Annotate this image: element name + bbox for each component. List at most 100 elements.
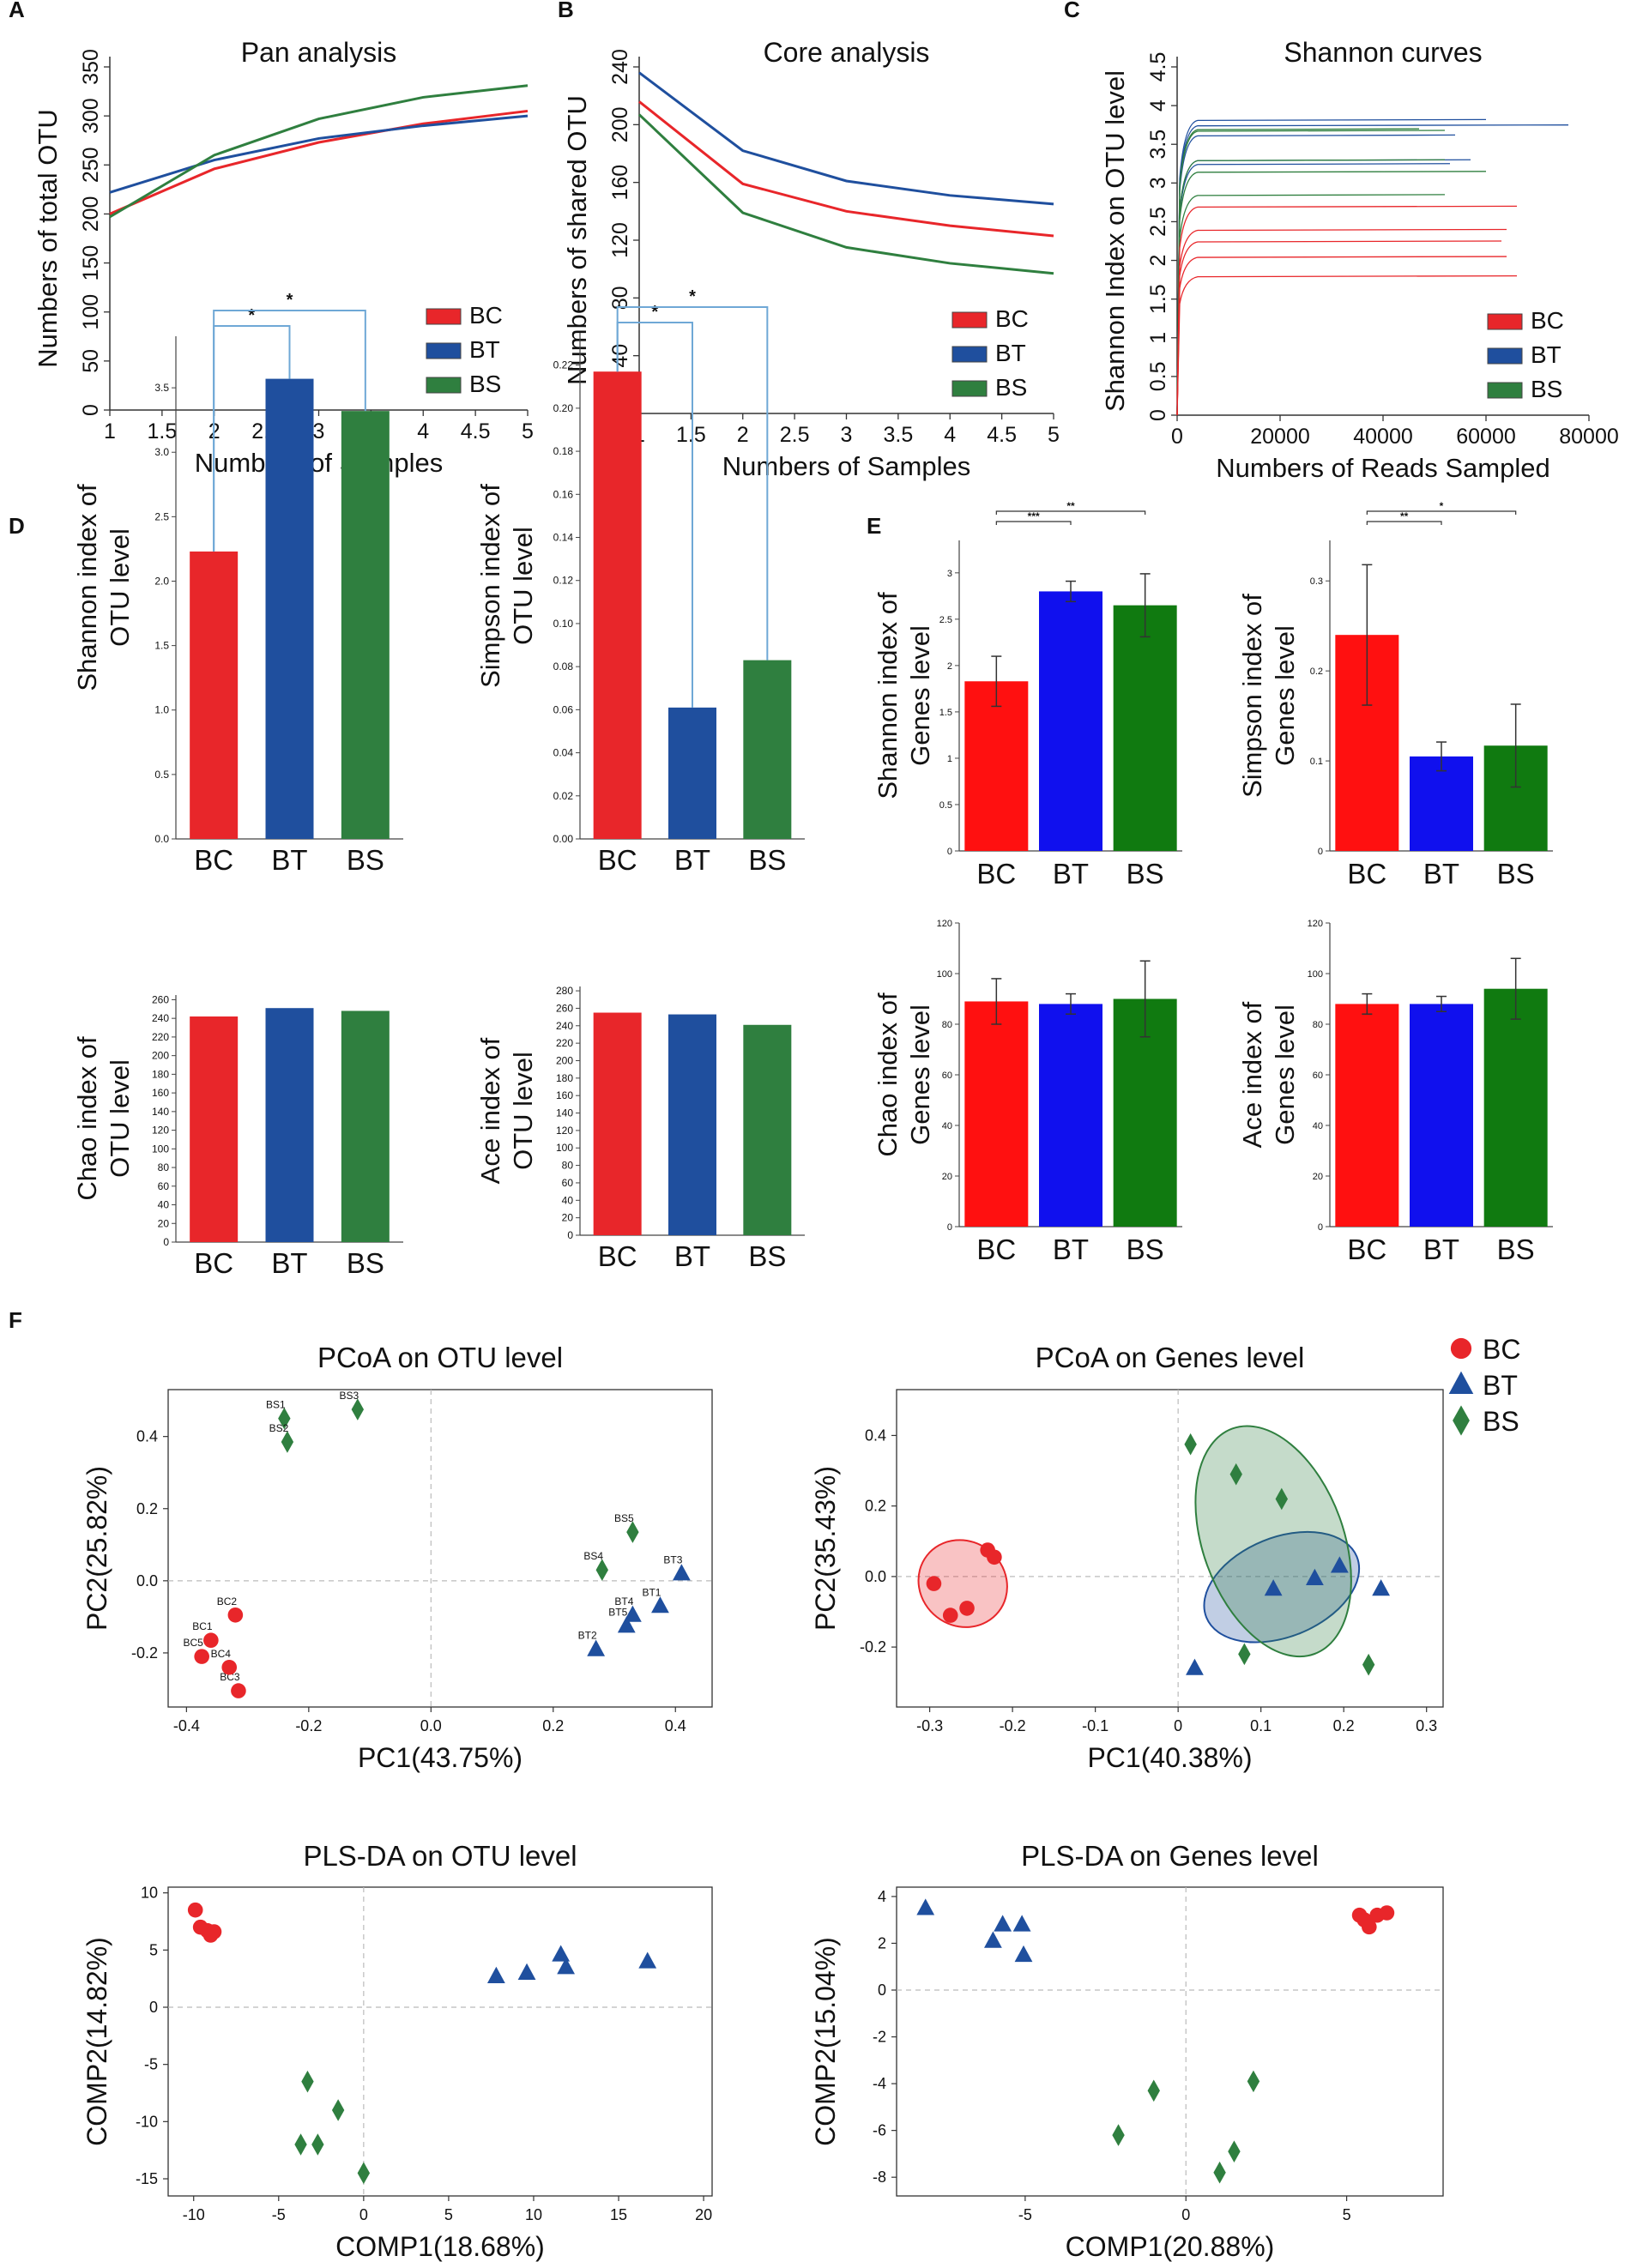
point-BT	[994, 1915, 1012, 1932]
legend-swatch-BT	[1487, 347, 1523, 365]
y-tick-label: -0.2	[131, 1644, 158, 1662]
point-BT	[1448, 1371, 1474, 1394]
y-tick-label: 2.5	[1146, 207, 1170, 237]
legend-label-BT: BT	[1483, 1370, 1518, 1401]
point-label: BT4	[614, 1595, 633, 1608]
point-BC	[194, 1649, 209, 1664]
scatter-plsda-otu: PLS-DA on OTU level -10 -5 0 5 10 15 20 -15 -10 -5…	[82, 1840, 713, 2262]
x-category-label-BT: BT	[1423, 858, 1459, 890]
x-axis-label: Numbers of Samples	[195, 448, 443, 478]
significance-star: *	[248, 306, 255, 325]
y-tick-label: 0.00	[553, 833, 574, 845]
legend-label-BS: BS	[1483, 1406, 1519, 1437]
x-tick-label: 0	[1171, 425, 1183, 449]
point-label: BS1	[266, 1399, 286, 1411]
y-tick-label: 120	[937, 919, 952, 929]
x-category-label-BT: BT	[674, 844, 710, 876]
point-BC	[926, 1576, 942, 1591]
y-tick-label: 0.1	[1310, 757, 1323, 767]
point-label: BC2	[217, 1595, 238, 1608]
y-axis-label: Numbers of shared OTU	[562, 95, 592, 385]
legend-label-BS: BS	[995, 374, 1027, 401]
y-tick-label: 160	[152, 1087, 169, 1099]
x-tick-label: 3.5	[883, 423, 913, 447]
legend-swatch-BT	[951, 346, 988, 363]
point-BC	[187, 1902, 203, 1918]
x-category-label-BS: BS	[347, 1247, 384, 1279]
y-tick-label: 0	[1318, 847, 1323, 857]
y-axis-label-line: Chao index of	[873, 992, 903, 1157]
y-tick-label: 0.0	[865, 1568, 886, 1585]
point-BT	[1264, 1579, 1283, 1596]
point-BS	[1247, 2070, 1260, 2093]
y-axis-label-line: OTU level	[105, 1059, 135, 1178]
point-BC	[942, 1608, 958, 1623]
x-tick-label: -10	[183, 2206, 205, 2223]
point-BT	[1186, 1658, 1204, 1675]
point-BS	[1228, 2140, 1241, 2162]
bar-chart-D-ace: 0 20 40 60 80 100 120 140 160 180 200 220 240 260 280 B…	[475, 985, 805, 1272]
y-tick-label: 140	[556, 1107, 573, 1119]
point-BS	[357, 2162, 371, 2185]
y-tick-label: 0.02	[553, 790, 574, 802]
y-tick-label: 300	[79, 98, 103, 134]
x-category-label-BC: BC	[1347, 1234, 1386, 1265]
point-BT	[916, 1898, 935, 1915]
y-tick-label: 160	[608, 165, 632, 201]
y-tick-label: 160	[556, 1089, 573, 1101]
point-BS	[281, 1431, 294, 1453]
point-BC	[1450, 1337, 1472, 1360]
y-tick-label: -15	[136, 2170, 158, 2187]
x-axis-label: Numbers of Samples	[722, 451, 970, 481]
x-tick-label: 5	[1343, 2206, 1351, 2223]
scatter-title: PLS-DA on OTU level	[303, 1840, 577, 1872]
scatter-plsda-genes: PLS-DA on Genes level -5 0 5 -8 -6 -4 -2 0 2 4 COMP…	[810, 1840, 1444, 2262]
legend-label-BC: BC	[995, 305, 1029, 332]
point-BT	[1012, 1915, 1031, 1932]
y-tick-label: 200	[152, 1050, 169, 1062]
y-tick-label: 0	[149, 1999, 158, 2016]
y-tick-label: -5	[144, 2056, 158, 2073]
bar-chart-E-shannon: 0 0.5 1 1.5 2 2.5 3 BC BT BS Shannon index of Genes…	[873, 500, 1182, 890]
confidence-ellipse-BS	[1194, 1425, 1352, 1658]
y-tick-label: 220	[152, 1031, 169, 1043]
shannon-curve-BS	[1176, 130, 1446, 416]
point-label: BS4	[583, 1550, 603, 1562]
y-tick-label: 200	[608, 106, 632, 142]
x-category-label-BC: BC	[598, 1240, 637, 1272]
x-category-label-BS: BS	[1127, 858, 1164, 890]
y-axis-label-line: Shannon index of	[72, 484, 102, 691]
y-tick-label: 3.5	[1146, 130, 1170, 160]
point-BT	[623, 1605, 642, 1622]
y-tick-label: 0.06	[553, 703, 574, 715]
x-category-label-BS: BS	[347, 844, 384, 876]
series-line-BC	[109, 109, 529, 215]
y-tick-label: 2	[947, 661, 952, 672]
shannon-curve-BS	[1176, 171, 1487, 416]
bar-BS	[743, 660, 792, 839]
bar-BT	[1039, 591, 1102, 851]
bar-BC	[190, 551, 239, 839]
x-tick-label: 0.1	[1250, 1717, 1272, 1734]
x-category-label-BC: BC	[194, 1247, 233, 1279]
y-tick-label: 100	[152, 1143, 169, 1155]
point-label: BT2	[578, 1630, 597, 1642]
y-axis-label-line: Simpson index of	[475, 484, 505, 688]
legend-swatch-BC	[426, 308, 462, 325]
y-tick-label: 0.12	[553, 575, 574, 587]
point-BS	[1184, 1433, 1197, 1456]
y-tick-label: -8	[873, 2168, 886, 2186]
y-tick-label: 1.5	[939, 708, 952, 718]
panel-A-chart: Pan analysis11.522.533.544.5505010015020…	[33, 37, 534, 478]
y-tick-label: 3.0	[154, 446, 169, 458]
y-tick-label: 80	[608, 286, 632, 310]
x-category-label-BC: BC	[976, 1234, 1016, 1265]
x-axis-label: COMP1(18.68%)	[335, 2231, 545, 2262]
y-tick-label: 0.3	[1310, 576, 1323, 587]
y-tick-label: 50	[79, 349, 103, 373]
legend-label-BS: BS	[469, 371, 501, 397]
significance-star: *	[689, 287, 696, 306]
x-tick-label: 0.4	[665, 1717, 686, 1734]
pcoa-legend: BC BT BS	[1448, 1334, 1520, 1437]
y-tick-label: 0.4	[136, 1428, 158, 1445]
